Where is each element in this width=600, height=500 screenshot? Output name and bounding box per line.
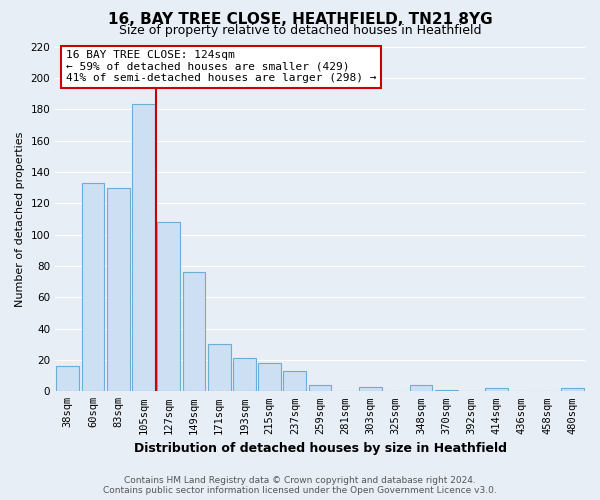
Bar [435,390,458,392]
Bar [107,188,130,392]
Bar [56,366,79,392]
Bar [182,272,205,392]
Bar [309,385,331,392]
Text: 16 BAY TREE CLOSE: 124sqm
← 59% of detached houses are smaller (429)
41% of semi: 16 BAY TREE CLOSE: 124sqm ← 59% of detac… [66,50,376,83]
Bar [132,104,155,392]
Text: Contains HM Land Registry data © Crown copyright and database right 2024.
Contai: Contains HM Land Registry data © Crown c… [103,476,497,495]
Bar [157,222,180,392]
Text: 16, BAY TREE CLOSE, HEATHFIELD, TN21 8YG: 16, BAY TREE CLOSE, HEATHFIELD, TN21 8YG [107,12,493,28]
Bar [233,358,256,392]
Bar [359,386,382,392]
Bar [485,388,508,392]
X-axis label: Distribution of detached houses by size in Heathfield: Distribution of detached houses by size … [134,442,506,455]
Bar [208,344,230,392]
Bar [561,388,584,392]
Y-axis label: Number of detached properties: Number of detached properties [15,131,25,306]
Bar [283,371,306,392]
Bar [258,363,281,392]
Bar [410,385,433,392]
Bar [82,183,104,392]
Text: Size of property relative to detached houses in Heathfield: Size of property relative to detached ho… [119,24,481,37]
